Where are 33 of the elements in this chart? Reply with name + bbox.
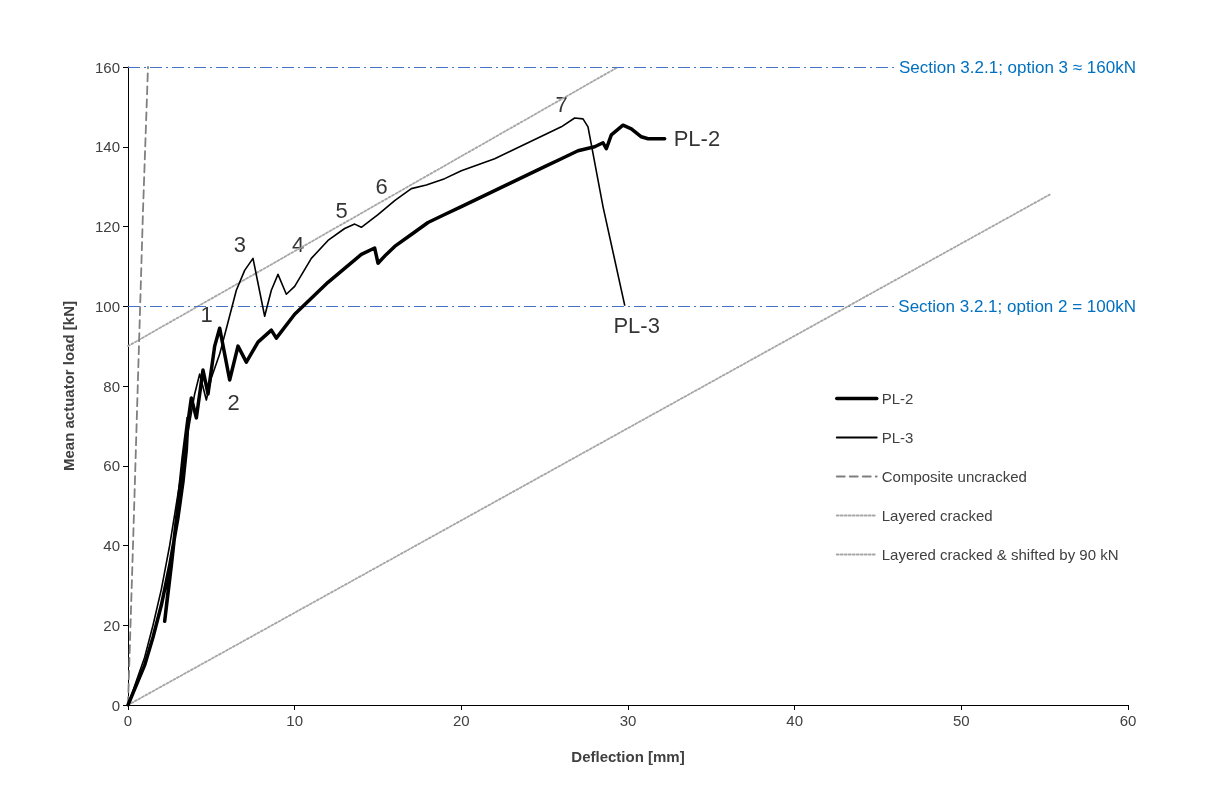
x-tick-label: 0 [123,712,133,729]
annotation: 3 [233,231,246,257]
annotation: 1 [200,301,213,327]
annotation: PL-2 [673,126,721,152]
annotation: 6 [375,174,388,200]
legend-label: PL-2 [881,390,914,407]
x-tick-label: 40 [786,712,804,729]
x-tick-label: 50 [952,712,970,729]
ref-line-label: Section 3.2.1; option 2 = 100kN [898,296,1136,316]
y-axis-title: Mean actuator load [kN] [60,300,77,472]
x-axis-title: Deflection [mm] [571,748,685,765]
y-tick-label: 140 [94,138,120,156]
y-tick-label: 160 [94,58,120,76]
x-tick-label: 60 [1119,712,1137,729]
ref-line-label: Section 3.2.1; option 3 ≈ 160kN [898,57,1136,77]
annotation: 4 [292,231,305,257]
y-tick-label: 100 [94,297,120,315]
y-tick-label: 40 [103,537,120,554]
x-tick-label: 20 [452,712,470,729]
annotation: 5 [335,197,348,223]
y-tick-label: 20 [103,616,120,634]
y-tick-label: 120 [94,218,120,235]
x-tick-label: 30 [619,712,637,729]
y-tick-label: 60 [103,457,120,475]
legend-label: Layered cracked [881,507,993,524]
annotation: PL-3 [613,312,660,338]
legend-label: Layered cracked & shifted by 90 kN [881,546,1119,563]
annotation: 2 [227,389,240,415]
legend-label: PL-3 [881,429,914,446]
y-tick-label: 0 [111,696,120,714]
x-tick-label: 10 [286,712,304,729]
y-tick-label: 80 [103,377,120,395]
legend-label: Composite uncracked [881,468,1027,485]
